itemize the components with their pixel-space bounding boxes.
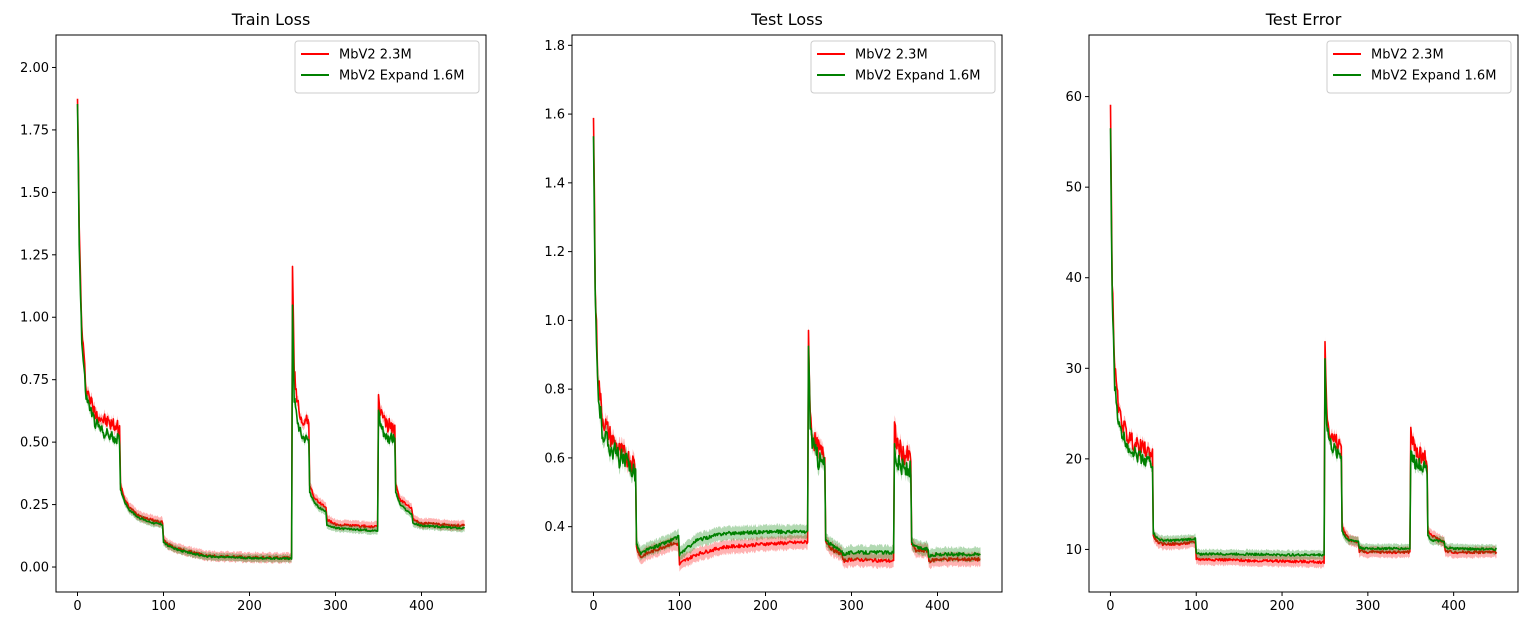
y-tick-label: 1.75 — [20, 123, 49, 138]
legend-label: MbV2 Expand 1.6M — [339, 69, 464, 84]
legend-box — [810, 40, 996, 94]
x-tick-label: 0 — [589, 599, 597, 614]
y-tick-label: 1.0 — [544, 314, 565, 329]
x-tick-label: 200 — [1270, 599, 1295, 614]
x-tick-label: 100 — [151, 599, 176, 614]
y-tick-label: 20 — [1065, 452, 1082, 467]
y-tick-label: 2.00 — [20, 61, 49, 76]
legend: MbV2 2.3M MbV2 Expand 1.6M — [810, 40, 996, 94]
y-tick-label: 60 — [1065, 90, 1082, 105]
y-tick-label: 0.4 — [544, 520, 565, 535]
y-tick-label: 0.25 — [20, 498, 49, 513]
y-tick-label: 10 — [1065, 543, 1082, 558]
legend-label: MbV2 2.3M — [1371, 48, 1444, 63]
y-tick-label: 30 — [1065, 362, 1082, 377]
x-tick-label: 100 — [1184, 599, 1209, 614]
legend-box — [1326, 40, 1512, 94]
x-tick-label: 300 — [839, 599, 864, 614]
series-band — [593, 111, 981, 572]
y-tick-label: 0.8 — [544, 383, 565, 398]
y-tick-label: 1.00 — [20, 311, 49, 326]
y-tick-label: 0.50 — [20, 436, 49, 451]
y-tick-label: 0.00 — [20, 561, 49, 576]
series-line-expand — [1109, 128, 1498, 557]
chart-title: Train Loss — [231, 10, 311, 29]
y-tick-label: 0.75 — [20, 373, 49, 388]
y-tick-label: 1.25 — [20, 248, 49, 263]
legend-label: MbV2 Expand 1.6M — [1371, 69, 1496, 84]
x-tick-label: 300 — [323, 599, 348, 614]
x-tick-label: 200 — [753, 599, 778, 614]
series-band — [77, 93, 465, 565]
legend: MbV2 2.3M MbV2 Expand 1.6M — [1326, 40, 1512, 94]
chart-title: Test Loss — [750, 10, 823, 29]
series-line-expand — [592, 136, 981, 558]
y-tick-label: 1.2 — [544, 245, 565, 260]
x-tick-label: 100 — [667, 599, 692, 614]
axes-frame — [55, 34, 487, 593]
x-tick-label: 200 — [237, 599, 262, 614]
chart-panel-1: Train Loss 0 100 200 300 400 0.00 0.25 0.50 0.75 1… — [20, 10, 487, 614]
axes-frame — [1088, 34, 1519, 593]
legend-label: MbV2 2.3M — [855, 48, 928, 63]
legend: MbV2 2.3M MbV2 Expand 1.6M — [294, 40, 480, 94]
x-tick-label: 0 — [73, 599, 81, 614]
x-tick-label: 0 — [1106, 599, 1114, 614]
x-tick-label: 400 — [925, 599, 950, 614]
series-line-mbv2 — [592, 117, 981, 566]
plot-area — [592, 111, 981, 572]
series-band — [1110, 123, 1497, 561]
y-tick-label: 40 — [1065, 271, 1082, 286]
y-tick-label: 1.8 — [544, 39, 565, 54]
chart-panel-2: Test Loss 0 100 200 300 400 0.4 0.6 0.8 1.0 1.2 1.4… — [544, 10, 1003, 614]
plot-area — [76, 93, 466, 565]
x-tick-label: 400 — [409, 599, 434, 614]
series-line-mbv2 — [1109, 104, 1498, 565]
y-tick-label: 1.50 — [20, 186, 49, 201]
x-tick-label: 400 — [1441, 599, 1466, 614]
series-band — [593, 129, 981, 565]
plot-area — [1109, 99, 1498, 569]
y-tick-label: 0.6 — [544, 451, 565, 466]
legend-box — [294, 40, 480, 94]
series-line-expand — [76, 103, 466, 561]
series-line-mbv2 — [76, 98, 466, 561]
y-tick-label: 50 — [1065, 181, 1082, 196]
series-band — [1110, 99, 1497, 569]
legend-label: MbV2 Expand 1.6M — [855, 69, 980, 84]
series-band — [77, 100, 465, 564]
y-tick-label: 1.6 — [544, 108, 565, 123]
chart-title: Test Error — [1265, 10, 1342, 29]
legend-label: MbV2 2.3M — [339, 48, 412, 63]
chart-panel-3: Test Error 0 100 200 300 400 10 20 30 40 50 60 MbV2 … — [1065, 10, 1519, 614]
axes-frame — [571, 34, 1003, 593]
x-tick-label: 300 — [1355, 599, 1380, 614]
y-tick-label: 1.4 — [544, 176, 565, 191]
